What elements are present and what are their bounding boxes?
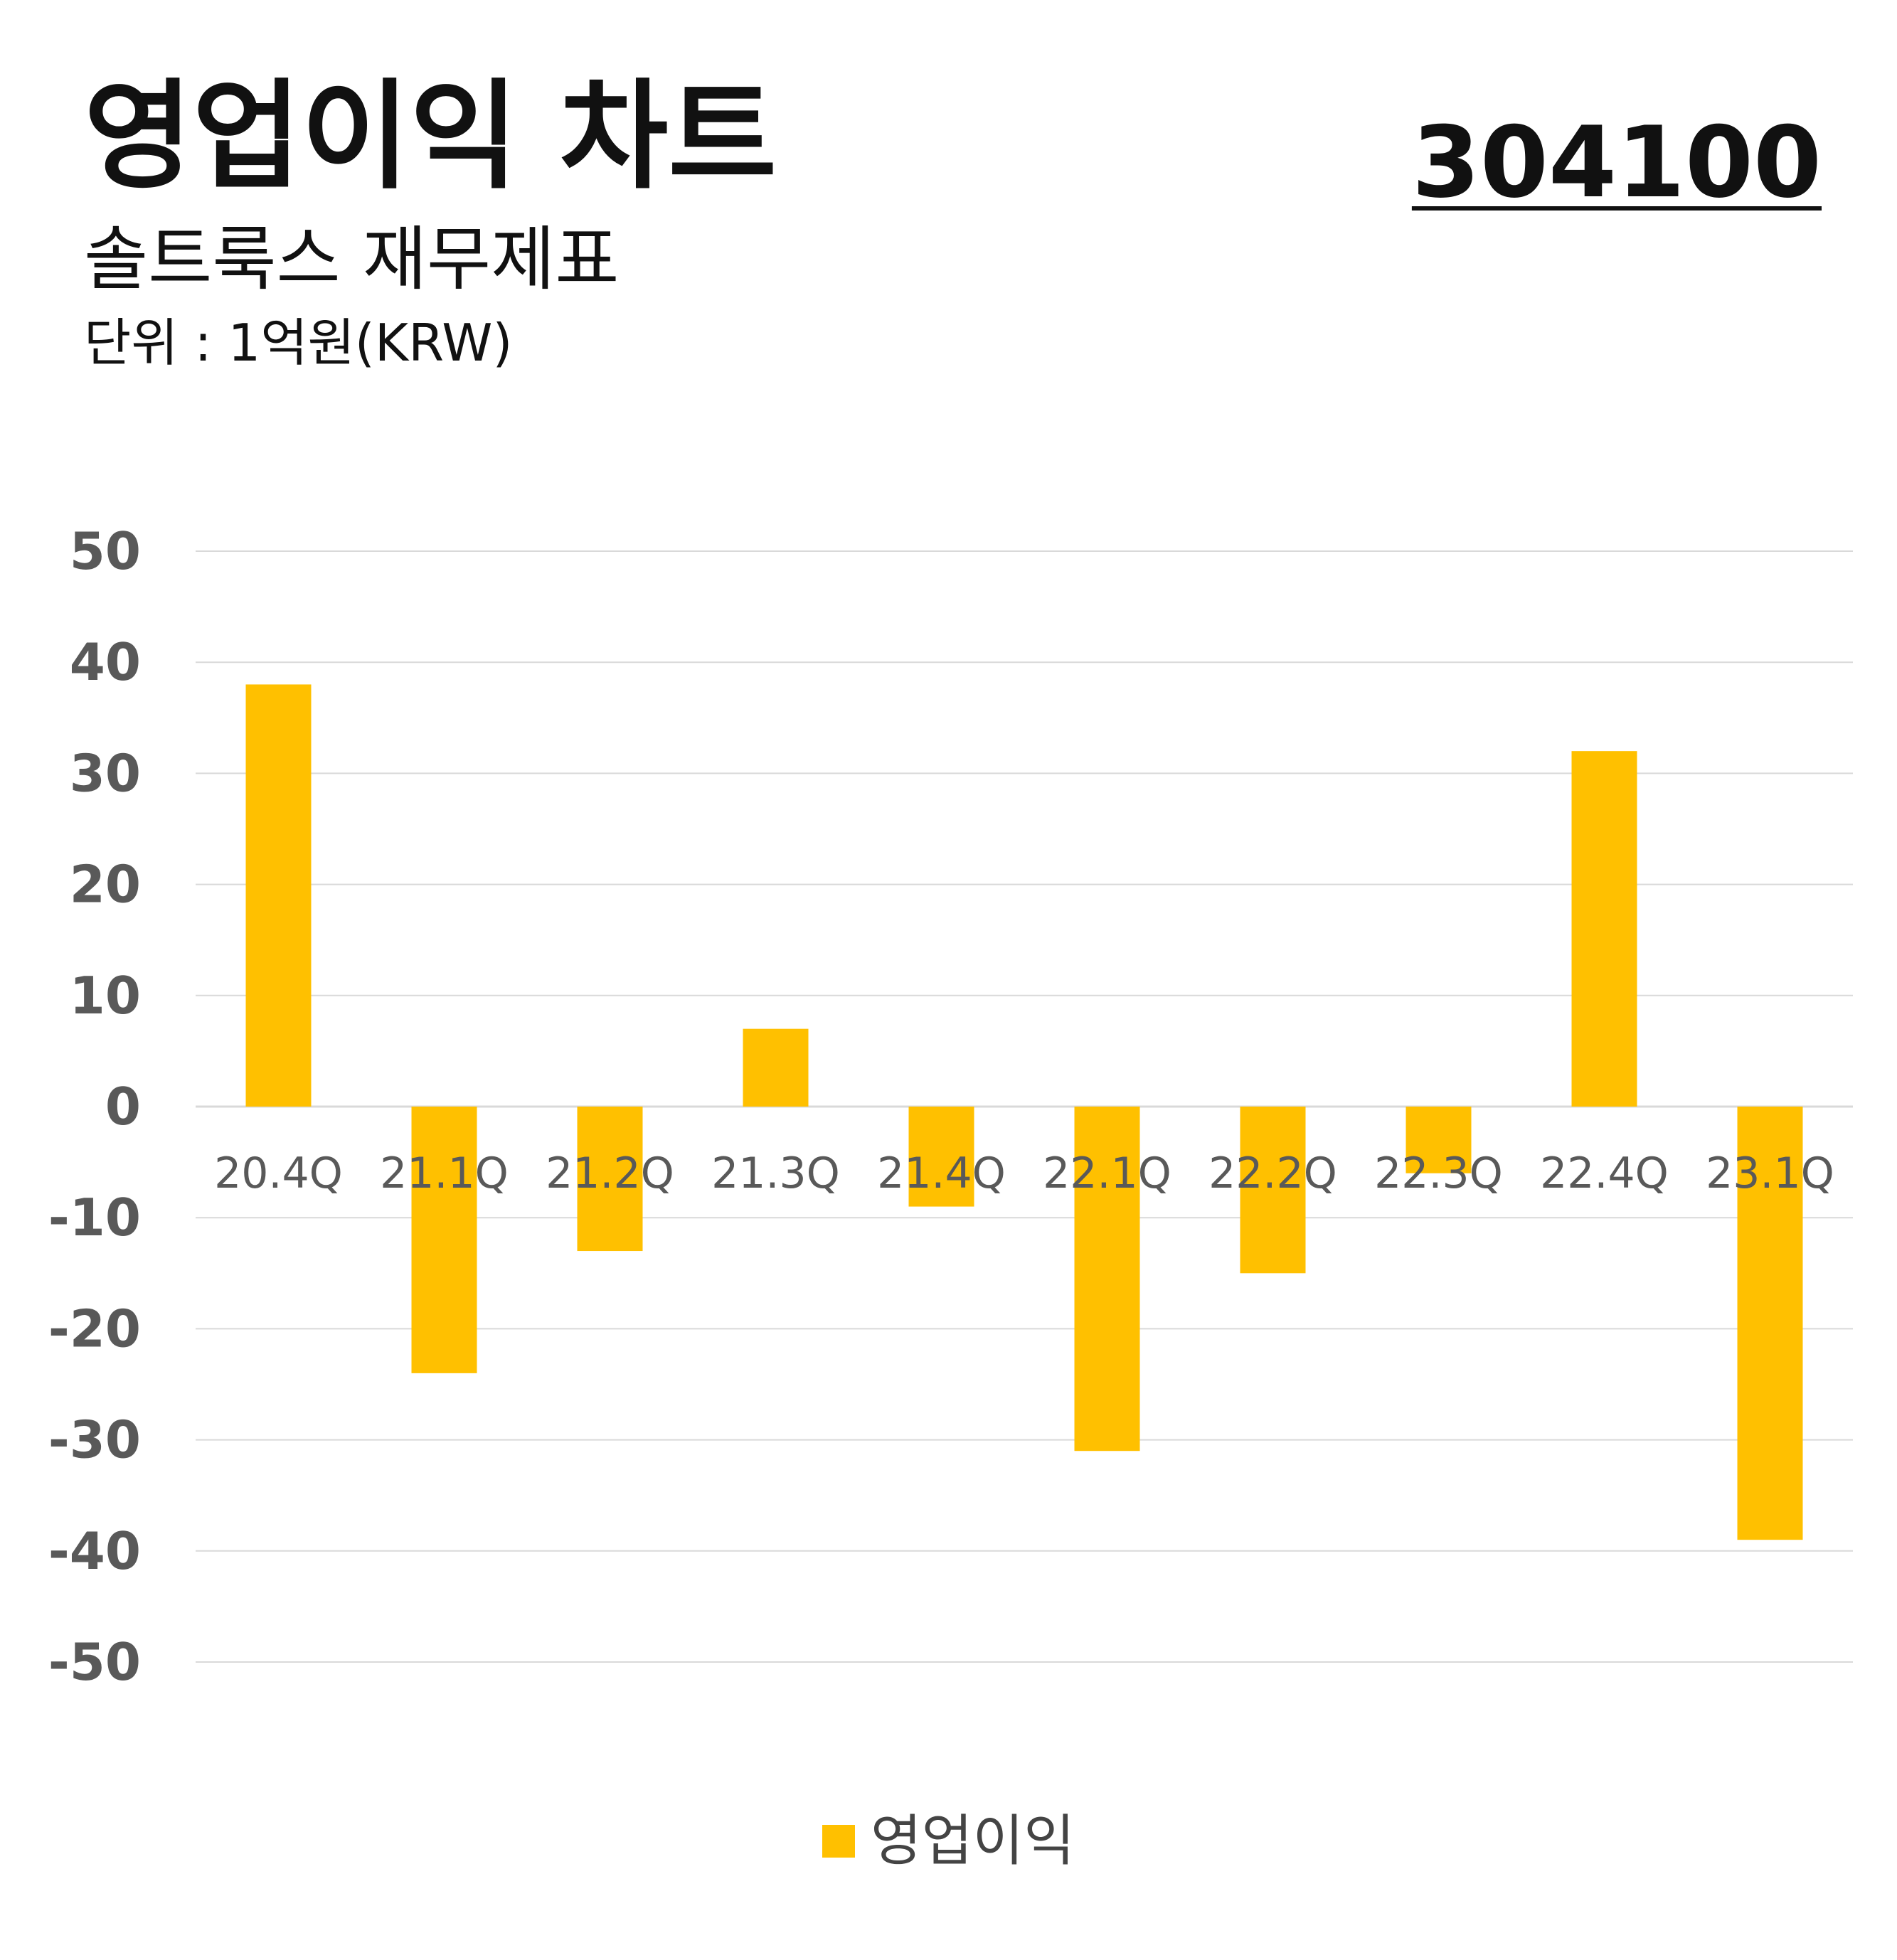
unit-label: 단위 : 1억원(KRW) <box>84 313 513 373</box>
bar-22.1Q <box>1074 1107 1140 1452</box>
x-tick-label: 23.1Q <box>1706 1149 1834 1198</box>
bar-21.4Q <box>908 1107 974 1207</box>
stock-code: 304100 <box>1411 105 1822 220</box>
x-axis-labels: 20.4Q 21.1Q 21.2Q 21.3Q 21.4Q 22.1Q 22.2Q 22.3Q… <box>214 1149 1834 1198</box>
y-axis-ticks: 50 40 30 20 10 0 -10 -20 -30 -40 -50 <box>48 521 141 1692</box>
x-tick-label: 22.2Q <box>1208 1149 1337 1198</box>
bar-22.3Q <box>1406 1107 1472 1173</box>
legend-swatch <box>822 1825 855 1858</box>
bar-21.3Q <box>743 1028 809 1107</box>
y-tick-label: -30 <box>48 1410 141 1470</box>
bar-20.4Q <box>245 684 312 1107</box>
y-tick-label: 10 <box>70 966 141 1026</box>
chart-subtitle: 솔트룩스 재무제표 <box>84 219 620 300</box>
legend-label: 영업이익 <box>870 1809 1075 1873</box>
bar-21.1Q <box>411 1107 477 1373</box>
y-tick-label: -50 <box>48 1632 141 1692</box>
y-tick-label: 0 <box>105 1077 141 1136</box>
y-tick-label: 50 <box>70 521 141 581</box>
x-tick-label: 21.3Q <box>711 1149 840 1198</box>
chart-title: 영업이익 차트 <box>84 68 777 206</box>
x-tick-label: 22.4Q <box>1540 1149 1669 1198</box>
x-tick-label: 21.2Q <box>546 1149 674 1198</box>
bars <box>245 684 1803 1540</box>
x-tick-label: 21.1Q <box>380 1149 509 1198</box>
y-tick-label: 40 <box>70 632 141 692</box>
x-tick-label: 20.4Q <box>214 1149 343 1198</box>
y-tick-label: -40 <box>48 1521 141 1581</box>
x-tick-label: 22.3Q <box>1374 1149 1503 1198</box>
bar-22.2Q <box>1240 1107 1306 1274</box>
y-tick-label: 30 <box>70 743 141 803</box>
bar-23.1Q <box>1737 1107 1803 1540</box>
y-tick-label: -10 <box>48 1188 141 1247</box>
y-tick-label: 20 <box>70 855 141 915</box>
x-tick-label: 22.1Q <box>1043 1149 1171 1198</box>
legend: 영업이익 <box>0 1813 1897 1869</box>
bar-21.2Q <box>577 1107 643 1252</box>
bar-22.4Q <box>1571 751 1637 1107</box>
x-tick-label: 21.4Q <box>877 1149 1006 1198</box>
y-tick-label: -20 <box>48 1299 141 1358</box>
